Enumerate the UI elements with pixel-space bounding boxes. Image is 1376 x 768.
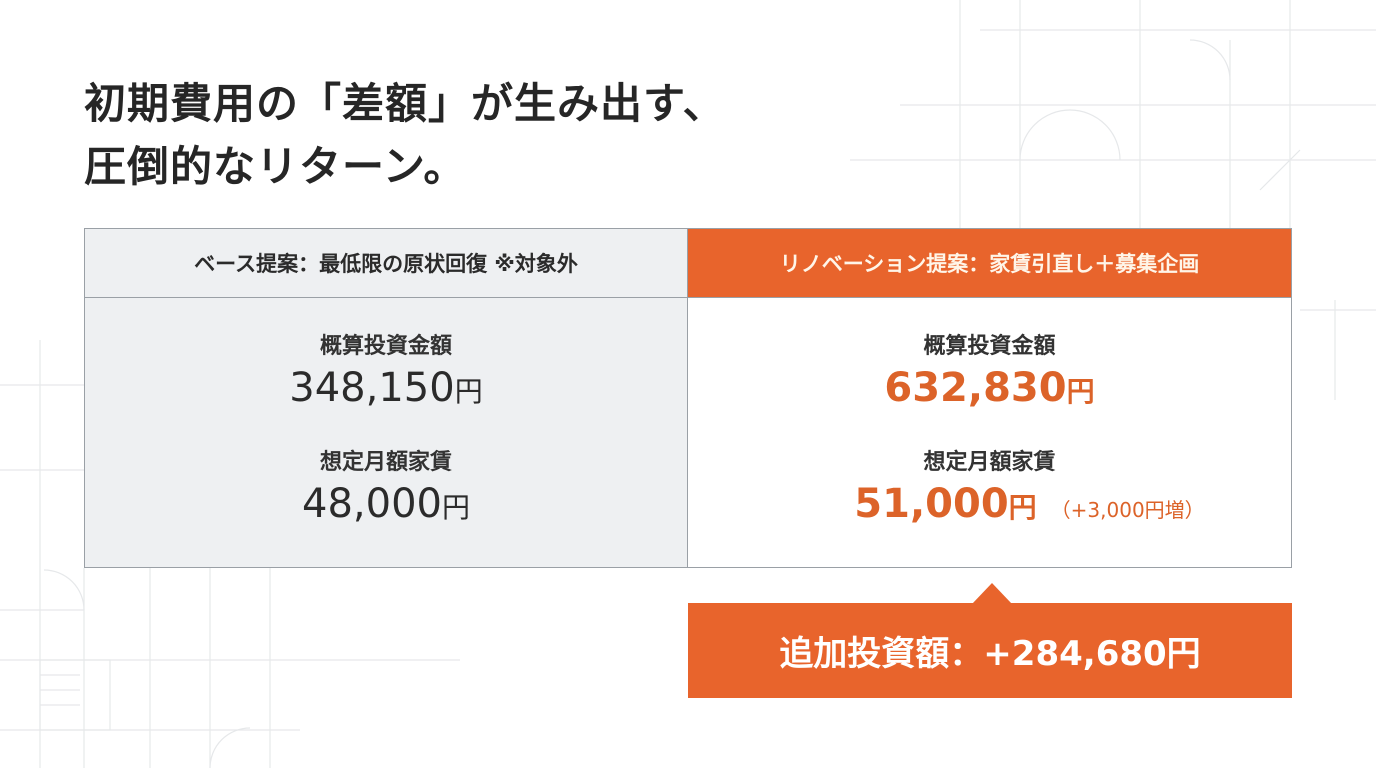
- base-rent-label: 想定月額家賃: [319, 450, 452, 475]
- renovation-rent-label: 想定月額家賃: [923, 450, 1056, 475]
- comparison-table: ベース提案：最低限の原状回復 ※対象外 概算投資金額 348,150円 想定月額…: [84, 228, 1292, 568]
- title-line-2: 圧倒的なリターン。: [84, 142, 467, 191]
- callout-pointer: [972, 583, 1012, 604]
- base-investment-label: 概算投資金額: [319, 334, 452, 359]
- base-rent-value: 48,000円: [302, 481, 470, 527]
- base-proposal-column: ベース提案：最低限の原状回復 ※対象外 概算投資金額 348,150円 想定月額…: [85, 229, 688, 567]
- additional-investment-callout: 追加投資額：+284,680円: [688, 603, 1292, 698]
- rent-increase-note: （+3,000円増）: [1050, 498, 1205, 522]
- title-line-1: 初期費用の「差額」が生み出す、: [84, 79, 726, 128]
- renovation-proposal-column: リノベーション提案：家賃引直し＋募集企画 概算投資金額 632,830円 想定月…: [688, 229, 1291, 567]
- renovation-investment-label: 概算投資金額: [923, 334, 1056, 359]
- base-investment-value: 348,150円: [289, 365, 483, 411]
- renovation-rent-value: 51,000円 （+3,000円増）: [854, 481, 1205, 527]
- renovation-investment-value: 632,830円: [884, 365, 1095, 411]
- renovation-proposal-header: リノベーション提案：家賃引直し＋募集企画: [688, 229, 1291, 298]
- page-title: 初期費用の「差額」が生み出す、 圧倒的なリターン。: [84, 72, 726, 198]
- base-proposal-header: ベース提案：最低限の原状回復 ※対象外: [85, 229, 687, 298]
